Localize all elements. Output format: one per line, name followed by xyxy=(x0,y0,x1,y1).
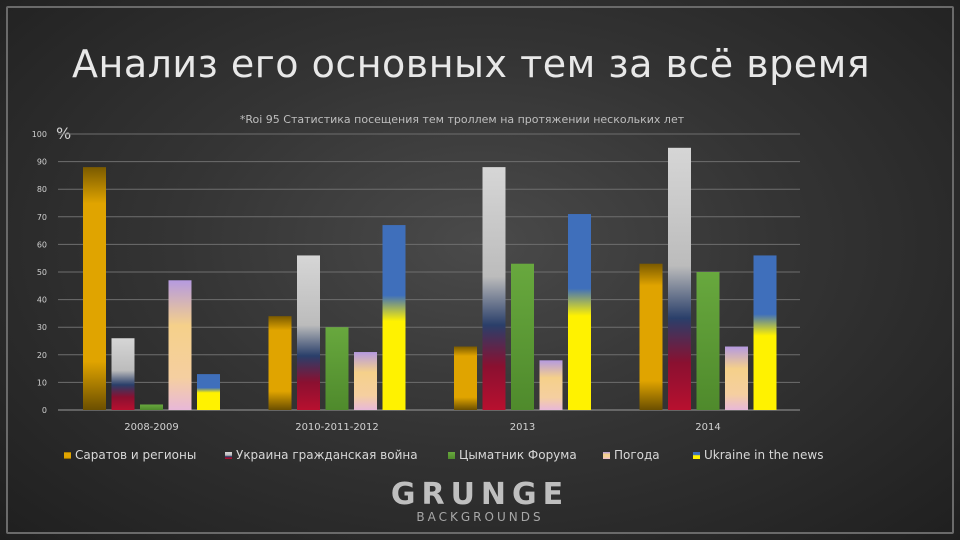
bar-4-4 xyxy=(725,346,748,410)
y-tick-label: 60 xyxy=(37,240,47,249)
bar-1-3 xyxy=(454,346,477,410)
legend-label: Ukraine in the news xyxy=(704,448,823,462)
x-category-label: 2010-2011-2012 xyxy=(295,422,379,433)
bar-2-1 xyxy=(111,338,135,410)
slide-title: Анализ его основных тем за всё время xyxy=(72,42,871,86)
y-tick-label: 20 xyxy=(37,351,47,360)
x-category-label: 2014 xyxy=(695,422,720,433)
bar-4-3 xyxy=(539,360,563,410)
bar-1-2 xyxy=(268,316,292,410)
legend-swatch xyxy=(64,452,71,459)
bar-5-1 xyxy=(197,374,220,410)
y-tick-label: 0 xyxy=(42,406,47,415)
bar-2-3 xyxy=(482,167,506,410)
bar-2-2 xyxy=(297,255,320,410)
x-category-label: 2008-2009 xyxy=(124,422,179,433)
legend-label: Украина гражданская война xyxy=(236,448,418,462)
y-tick-label: 90 xyxy=(37,158,47,167)
y-tick-label: 80 xyxy=(37,185,47,194)
legend-label: Саратов и регионы xyxy=(75,448,196,462)
bar-1-4 xyxy=(639,263,663,410)
logo-main-text: GRUNGE xyxy=(390,477,570,512)
legend-swatch xyxy=(225,452,232,459)
y-tick-label: 30 xyxy=(37,323,47,332)
bar-3-4 xyxy=(696,272,720,410)
bar-5-4 xyxy=(753,255,777,410)
bar-2-4 xyxy=(668,147,691,411)
bar-3-2 xyxy=(325,327,349,410)
legend-swatch xyxy=(448,452,455,459)
bar-3-3 xyxy=(511,263,534,410)
y-tick-label: 50 xyxy=(37,268,47,277)
y-tick-label: 70 xyxy=(37,213,47,222)
bar-1-1 xyxy=(83,167,106,410)
grunge-logo: GRUNGE BACKGROUNDS xyxy=(340,477,620,525)
bar-4-1 xyxy=(168,280,192,410)
legend-swatch xyxy=(693,452,700,459)
logo-sub-text: BACKGROUNDS xyxy=(416,510,544,524)
chart-title: *Roi 95 Статистика посещения тем троллем… xyxy=(240,113,685,126)
bar-3-1 xyxy=(140,404,163,410)
y-tick-label: 10 xyxy=(37,378,47,387)
bar-5-3 xyxy=(568,214,591,410)
bar-4-2 xyxy=(354,352,377,410)
x-category-label: 2013 xyxy=(510,422,535,433)
slide-frame xyxy=(6,6,954,534)
legend-label: Погода xyxy=(614,448,660,462)
bar-5-2 xyxy=(382,225,406,410)
legend-label: Цыматник Форума xyxy=(459,448,577,462)
legend-swatch xyxy=(603,452,610,459)
y-tick-label: 100 xyxy=(32,130,47,139)
y-tick-label: 40 xyxy=(37,296,47,305)
